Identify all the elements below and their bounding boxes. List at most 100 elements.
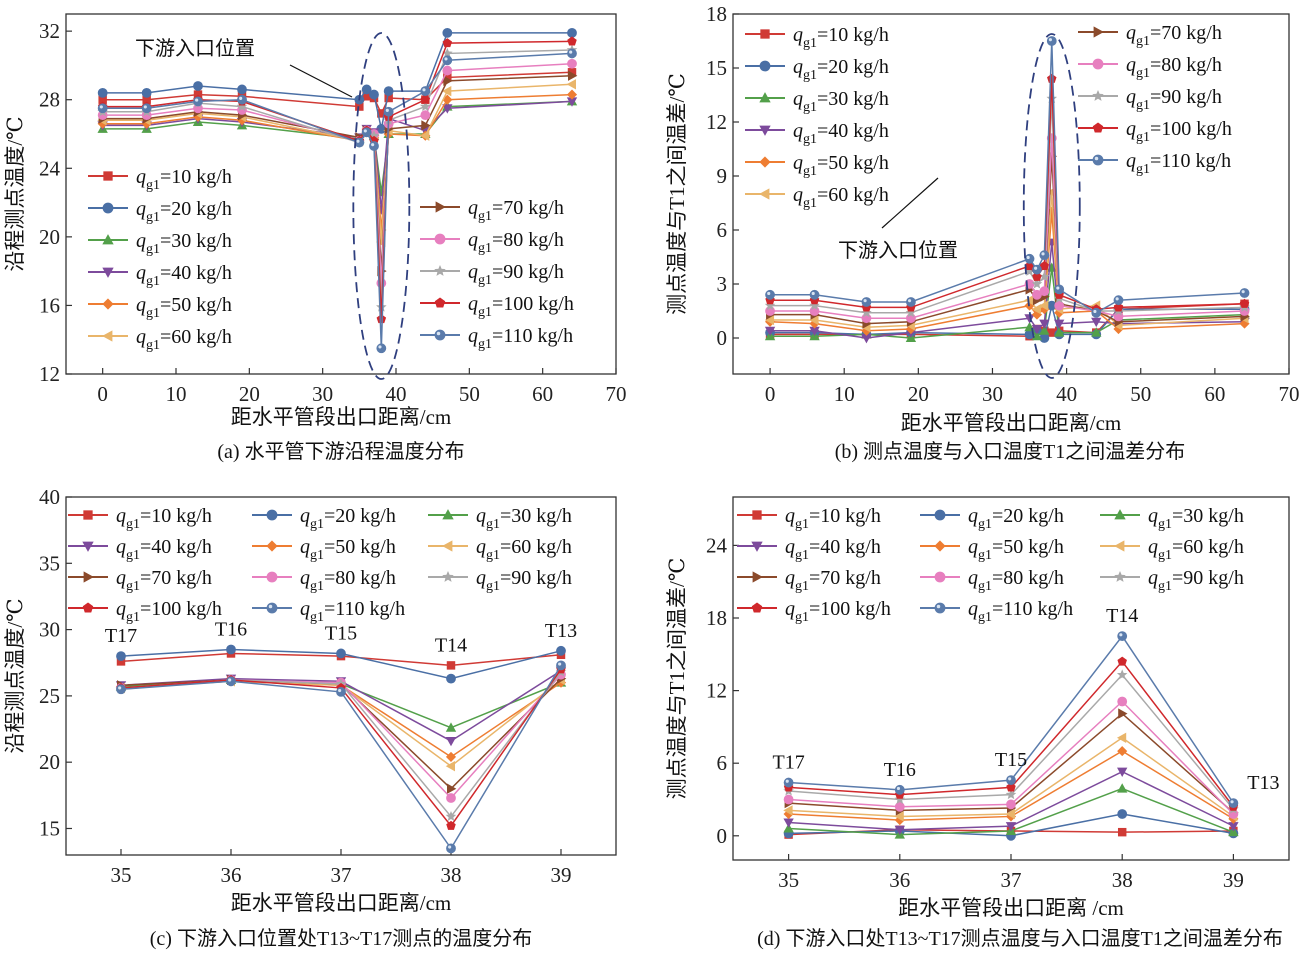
data-point bbox=[894, 825, 905, 836]
legend-subscript: g1 bbox=[146, 178, 160, 193]
data-point bbox=[566, 79, 576, 90]
y-tick-label: 12 bbox=[706, 679, 727, 703]
data-point bbox=[556, 645, 566, 656]
data-point bbox=[97, 87, 108, 98]
legend-subscript: g1 bbox=[486, 548, 500, 563]
data-point bbox=[376, 343, 387, 354]
legend-subscript: g1 bbox=[146, 306, 160, 321]
x-tick-label: 40 bbox=[386, 382, 407, 406]
x-tick-label: 10 bbox=[834, 382, 855, 406]
legend-subscript: g1 bbox=[795, 548, 809, 563]
legend-value: =80 kg/h bbox=[324, 567, 396, 589]
data-point bbox=[445, 760, 456, 772]
legend-subscript: g1 bbox=[126, 610, 140, 625]
data-point-highlight bbox=[143, 105, 147, 109]
data-point bbox=[1054, 327, 1065, 337]
data-point bbox=[783, 777, 794, 788]
data-point bbox=[236, 101, 248, 112]
data-point bbox=[1117, 656, 1127, 666]
legend-item-10-label: qg1=100 kg/h bbox=[785, 598, 891, 625]
data-point bbox=[567, 48, 577, 59]
legend-value: =30 kg/h bbox=[500, 505, 572, 527]
legend-item-3-marker bbox=[1114, 509, 1126, 520]
data-point-highlight bbox=[1041, 252, 1045, 256]
legend-q: q bbox=[300, 598, 310, 620]
legend-q: q bbox=[1148, 536, 1158, 558]
y-tick-label: 16 bbox=[39, 293, 60, 317]
legend-value: =40 kg/h bbox=[160, 262, 232, 284]
data-point bbox=[420, 110, 431, 121]
legend-item-3-label: qg1=30 kg/h bbox=[1148, 505, 1244, 532]
y-tick-label: 0 bbox=[717, 326, 728, 350]
legend-value: =30 kg/h bbox=[160, 230, 232, 252]
legend-item-1-marker bbox=[103, 171, 113, 181]
legend-item-3-marker bbox=[759, 92, 771, 103]
legend-subscript: g1 bbox=[486, 517, 500, 532]
y-tick-label: 12 bbox=[706, 110, 727, 134]
data-point bbox=[446, 661, 456, 670]
data-point-highlight bbox=[1230, 800, 1234, 804]
legend-subscript: g1 bbox=[1136, 130, 1150, 145]
x-tick-label: 39 bbox=[1223, 868, 1244, 892]
legend-item-6-marker bbox=[1114, 540, 1125, 552]
data-point-highlight bbox=[1008, 777, 1012, 781]
legend-item-7-label: qg1=70 kg/h bbox=[116, 567, 212, 594]
data-point bbox=[442, 55, 453, 66]
data-point bbox=[420, 101, 431, 112]
x-axis-label: 距水平管段出口距离/cm bbox=[901, 411, 1122, 435]
data-point bbox=[420, 94, 431, 104]
y-tick-label: 30 bbox=[39, 618, 60, 642]
legend-item-11-label: qg1=110 kg/h bbox=[968, 598, 1073, 625]
data-point bbox=[1024, 253, 1035, 264]
series-line-11 bbox=[770, 40, 1245, 314]
legend-value: =40 kg/h bbox=[817, 120, 889, 142]
data-point-highlight bbox=[99, 105, 103, 109]
legend-item-2-label: qg1=20 kg/h bbox=[300, 505, 396, 532]
legend-subscript: g1 bbox=[126, 579, 140, 594]
legend-item-6-label: qg1=60 kg/h bbox=[793, 184, 889, 211]
legend-item-1-marker bbox=[752, 510, 762, 520]
legend-item-2-marker bbox=[102, 202, 114, 214]
series-line-4 bbox=[102, 100, 573, 210]
legend-item-5-marker bbox=[934, 540, 946, 552]
data-point bbox=[894, 801, 905, 812]
legend-item-3-label: qg1=30 kg/h bbox=[793, 88, 889, 115]
legend-q: q bbox=[968, 536, 978, 558]
x-tick-label: 50 bbox=[1130, 382, 1151, 406]
legend-q: q bbox=[468, 261, 478, 283]
data-point bbox=[1039, 261, 1050, 271]
legend-item-6-marker bbox=[102, 330, 113, 342]
legend-q: q bbox=[1148, 567, 1158, 589]
legend-value: =10 kg/h bbox=[140, 505, 212, 527]
legend-item-7-marker bbox=[83, 571, 94, 583]
legend-item-6-marker bbox=[759, 188, 770, 200]
legend-item-9-label: qg1=90 kg/h bbox=[476, 567, 572, 594]
legend-q: q bbox=[136, 198, 146, 220]
data-point bbox=[446, 843, 456, 854]
data-point bbox=[1116, 669, 1128, 680]
data-point-highlight bbox=[444, 57, 448, 61]
x-tick-label: 37 bbox=[1001, 868, 1022, 892]
data-point bbox=[446, 783, 457, 794]
x-axis-label: 距水平管段出口距离/cm bbox=[231, 405, 452, 429]
data-point bbox=[193, 96, 203, 107]
legend-item-11-marker-highlight bbox=[268, 604, 273, 609]
y-tick-label: 15 bbox=[39, 816, 60, 840]
data-point-highlight bbox=[385, 108, 389, 112]
x-tick-label: 0 bbox=[97, 382, 108, 406]
data-point bbox=[556, 660, 566, 671]
legend-item-4-marker bbox=[82, 541, 94, 552]
x-axis-label: 距水平管段出口距离/cm bbox=[231, 891, 452, 915]
legend-subscript: g1 bbox=[310, 548, 324, 563]
legend-subscript: g1 bbox=[146, 210, 160, 225]
legend-item-4-label: qg1=40 kg/h bbox=[136, 262, 232, 289]
legend-item-10-label: qg1=100 kg/h bbox=[468, 293, 574, 320]
y-tick-label: 20 bbox=[39, 225, 60, 249]
legend-value: =10 kg/h bbox=[160, 166, 232, 188]
data-point bbox=[1046, 36, 1057, 46]
chart-a: 0 10 20 30 40 50 60 70 12 16 20 24 28 32 距水平管段出口距离/cm 沿… bbox=[3, 13, 627, 463]
data-point bbox=[1113, 302, 1124, 312]
x-tick-label: 50 bbox=[459, 382, 480, 406]
point-label: T14 bbox=[435, 634, 467, 656]
